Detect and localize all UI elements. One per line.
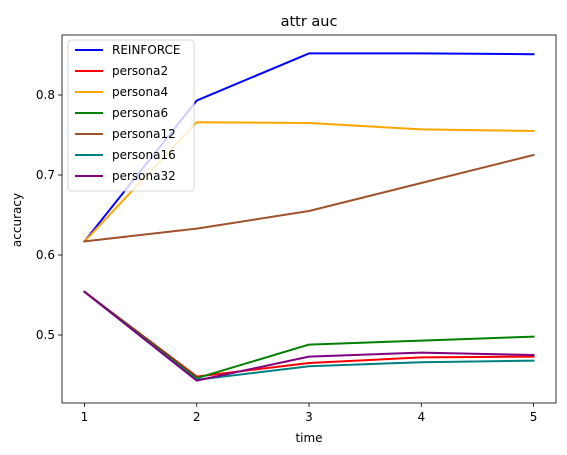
x-axis-label: time: [295, 431, 322, 445]
x-tick-label: 1: [81, 410, 89, 424]
y-axis-label: accuracy: [10, 193, 24, 247]
series-line-5: [83, 153, 535, 243]
chart-title: attr auc: [281, 14, 338, 30]
legend-label: REINFORCE: [112, 43, 180, 57]
legend-label: persona6: [112, 106, 168, 120]
legend-box: [67, 39, 195, 192]
x-tick-label: 5: [530, 410, 538, 424]
x-tick-label: 4: [417, 410, 425, 424]
legend-label: persona12: [112, 127, 176, 141]
legend-label: persona16: [112, 148, 176, 162]
legend-label: persona32: [112, 169, 176, 183]
series-line-7: [83, 290, 535, 382]
y-tick-label: 0.8: [36, 88, 55, 102]
x-tick-label: 3: [305, 410, 313, 424]
y-tick-label: 0.7: [36, 168, 55, 182]
y-tick-label: 0.6: [36, 248, 55, 262]
legend: REINFORCE persona2 persona4 persona6 persona…: [67, 39, 195, 192]
y-tick-label: 0.5: [36, 328, 55, 342]
legend-label: persona4: [112, 85, 168, 99]
legend-label: persona2: [112, 64, 168, 78]
x-tick-label: 2: [193, 410, 201, 424]
